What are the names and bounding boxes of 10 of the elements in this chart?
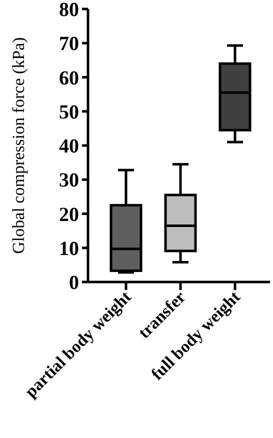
y-tick-label: 20 bbox=[59, 204, 79, 226]
y-tick-label: 40 bbox=[59, 136, 79, 158]
y-axis-title: Global compression force (kPa) bbox=[9, 37, 28, 254]
y-tick-label: 60 bbox=[59, 67, 79, 90]
y-tick-label: 50 bbox=[59, 101, 79, 124]
y-tick-label: 0 bbox=[69, 272, 79, 294]
y-tick-label: 80 bbox=[59, 0, 79, 21]
y-tick-label: 70 bbox=[59, 33, 79, 56]
y-tick-label: 10 bbox=[59, 238, 79, 260]
y-tick-label: 30 bbox=[59, 170, 79, 192]
